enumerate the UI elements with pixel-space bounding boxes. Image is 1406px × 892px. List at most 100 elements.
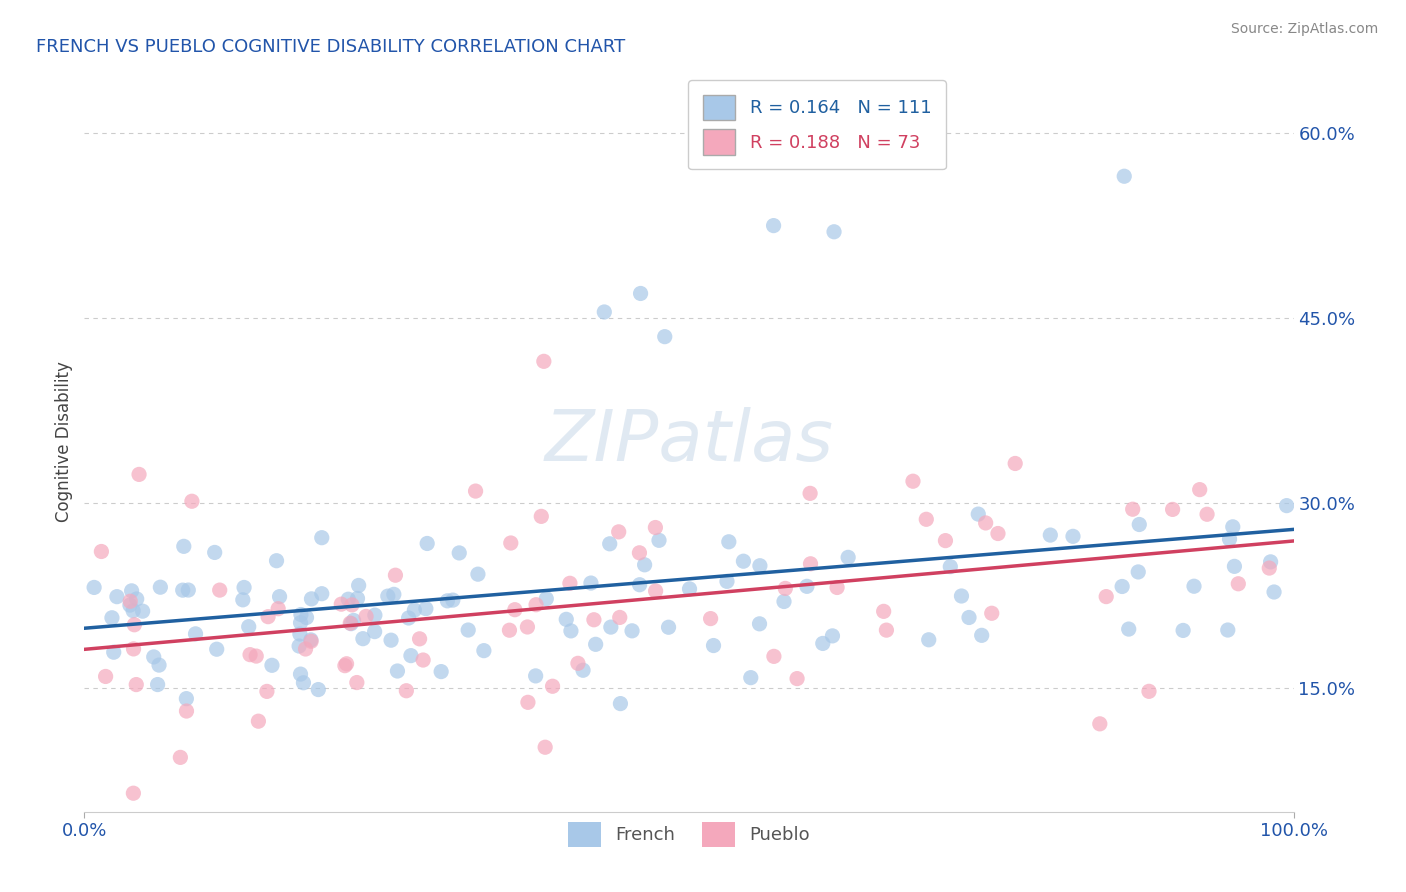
Pueblo — [330, 597, 353, 611]
Pueblo — [247, 714, 270, 729]
Pueblo — [1088, 716, 1111, 731]
French — [823, 225, 845, 239]
French — [599, 537, 621, 551]
French — [404, 603, 426, 617]
French — [1182, 579, 1205, 593]
French — [821, 629, 844, 643]
French — [796, 579, 818, 593]
Pueblo — [762, 649, 785, 664]
Pueblo — [122, 641, 145, 656]
Pueblo — [875, 623, 897, 637]
Pueblo — [934, 533, 956, 548]
French — [716, 574, 738, 589]
French — [131, 604, 153, 618]
French — [1218, 532, 1240, 546]
French — [299, 632, 322, 647]
Pueblo — [1258, 561, 1281, 575]
French — [146, 677, 169, 691]
Text: Source: ZipAtlas.com: Source: ZipAtlas.com — [1230, 22, 1378, 37]
Pueblo — [294, 642, 316, 657]
French — [363, 624, 385, 639]
French — [398, 611, 420, 625]
French — [524, 669, 547, 683]
French — [967, 507, 990, 521]
Pueblo — [503, 603, 526, 617]
Pueblo — [299, 634, 322, 648]
Pueblo — [1122, 502, 1144, 516]
Pueblo — [980, 607, 1002, 621]
Pueblo — [384, 568, 406, 582]
French — [337, 592, 360, 607]
Pueblo — [239, 648, 262, 662]
Pueblo — [256, 684, 278, 698]
French — [633, 558, 655, 572]
French — [288, 639, 311, 653]
Pueblo — [516, 695, 538, 709]
Pueblo — [169, 750, 191, 764]
Pueblo — [94, 669, 117, 683]
Pueblo — [558, 576, 581, 591]
Pueblo — [1095, 590, 1118, 604]
French — [290, 607, 312, 622]
Pueblo — [90, 544, 112, 558]
French — [83, 581, 105, 595]
French — [205, 642, 228, 657]
French — [176, 691, 198, 706]
French — [118, 598, 141, 612]
French — [148, 658, 170, 673]
French — [290, 615, 312, 630]
Pueblo — [408, 632, 430, 646]
Pueblo — [1227, 576, 1250, 591]
Pueblo — [267, 601, 290, 615]
French — [599, 620, 621, 634]
French — [811, 636, 834, 650]
French — [579, 576, 602, 591]
French — [773, 594, 796, 608]
French — [377, 589, 399, 603]
Pueblo — [464, 484, 486, 499]
French — [1222, 520, 1244, 534]
French — [441, 593, 464, 607]
Pueblo — [825, 581, 848, 595]
Pueblo — [354, 609, 377, 624]
Pueblo — [1161, 502, 1184, 516]
French — [184, 627, 207, 641]
French — [1216, 623, 1239, 637]
French — [472, 643, 495, 657]
French — [233, 581, 256, 595]
French — [125, 591, 148, 606]
French — [399, 648, 422, 663]
Pueblo — [799, 557, 821, 571]
French — [311, 587, 333, 601]
French — [340, 616, 363, 631]
Pueblo — [122, 786, 145, 800]
French — [837, 550, 859, 565]
French — [105, 590, 128, 604]
Pueblo — [340, 598, 363, 612]
French — [269, 590, 291, 604]
Pueblo — [786, 672, 808, 686]
Pueblo — [541, 679, 564, 693]
French — [970, 628, 993, 642]
Pueblo — [1188, 483, 1211, 497]
French — [449, 546, 471, 560]
Pueblo — [609, 610, 631, 624]
French — [572, 663, 595, 677]
Pueblo — [974, 516, 997, 530]
French — [387, 664, 409, 678]
Pueblo — [335, 657, 357, 671]
Pueblo — [176, 704, 198, 718]
French — [748, 558, 770, 573]
French — [1039, 528, 1062, 542]
French — [436, 594, 458, 608]
Pueblo — [1137, 684, 1160, 698]
French — [1263, 585, 1285, 599]
Text: FRENCH VS PUEBLO COGNITIVE DISABILITY CORRELATION CHART: FRENCH VS PUEBLO COGNITIVE DISABILITY CO… — [37, 38, 626, 56]
French — [301, 591, 323, 606]
French — [101, 611, 124, 625]
French — [307, 682, 329, 697]
French — [204, 545, 226, 559]
Pueblo — [533, 354, 555, 368]
French — [232, 592, 254, 607]
French — [1260, 555, 1282, 569]
